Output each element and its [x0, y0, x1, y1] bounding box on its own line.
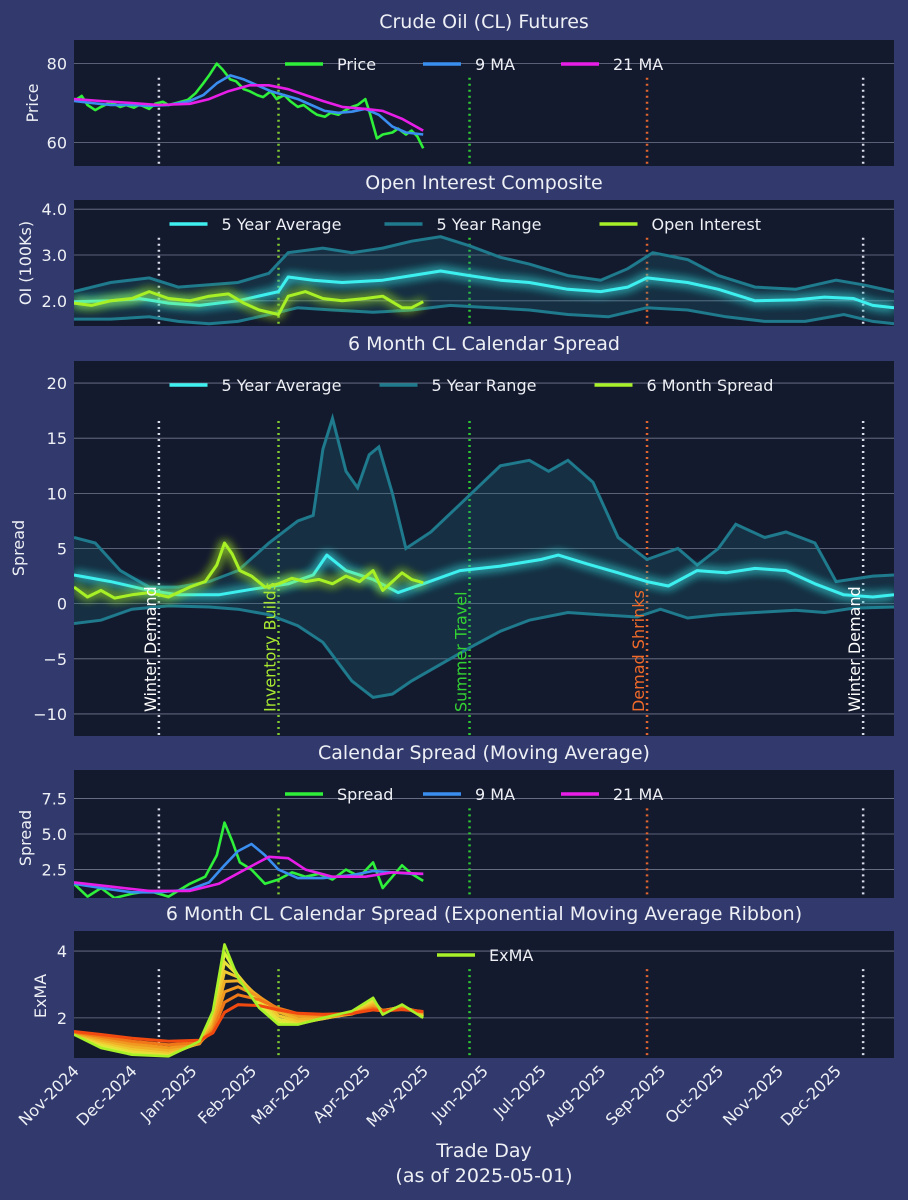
- y-tick-label: 0: [57, 595, 67, 614]
- x-axis-sublabel: (as of 2025-05-01): [395, 1165, 572, 1187]
- legend-label: 5 Year Average: [222, 215, 342, 234]
- panel-5-title: 6 Month CL Calendar Spread (Exponential …: [166, 903, 802, 925]
- legend-label: 9 MA: [475, 785, 515, 804]
- panel-4-ylabel: Spread: [16, 810, 35, 866]
- y-tick-label: −10: [33, 705, 67, 724]
- panel-4: 2.5 5.0 7.5 Spread 9 MA 21 MA: [42, 770, 894, 898]
- range-band-lower: [74, 303, 894, 326]
- y-tick-label: 5: [57, 540, 67, 559]
- legend-label: 9 MA: [475, 55, 515, 74]
- panel-plot-area: [74, 235, 894, 326]
- panel-3-title: 6 Month CL Calendar Spread: [348, 333, 620, 355]
- y-tick-label: 80: [47, 55, 67, 74]
- series-line: [74, 269, 894, 310]
- seasonal-marker-label: Winter Demand: [141, 586, 160, 712]
- series-line: [74, 855, 424, 893]
- range-band-upper: [74, 235, 894, 294]
- y-tick-label: 15: [47, 429, 67, 448]
- panel-4-title: Calendar Spread (Moving Average): [318, 742, 650, 764]
- panel-3: −10 −5 0 5 10 15 20 Winter Demand Inventory Buil…: [33, 361, 894, 736]
- y-tick-label: 3.0: [42, 246, 67, 265]
- panel-3-ylabel: Spread: [9, 520, 28, 576]
- series-line: [74, 84, 424, 132]
- y-tick-label: 20: [47, 374, 67, 393]
- range-band-fill: [74, 418, 894, 698]
- series-line: [74, 541, 424, 600]
- legend-label: 21 MA: [613, 785, 663, 804]
- seasonal-marker-label: Demad Shrinks: [629, 590, 648, 712]
- panel-1: 60 80 Price 9 MA 21 MA: [47, 40, 894, 166]
- y-tick-label: 60: [47, 133, 67, 152]
- series-line: [74, 290, 424, 316]
- legend-label: 5 Year Range: [432, 376, 537, 395]
- range-band-lower: [74, 604, 894, 699]
- panel-1-title: Crude Oil (CL) Futures: [379, 11, 589, 33]
- panel-background: [74, 931, 894, 1058]
- panel-2-ylabel: OI (100Ks): [16, 221, 35, 305]
- y-tick-label: 4: [57, 942, 67, 961]
- series-line: [74, 553, 894, 599]
- legend-label: Price: [337, 55, 376, 74]
- series-line: [74, 62, 425, 149]
- panel-5: 2 4 ExMA: [57, 931, 894, 1058]
- panel-plot-area: [74, 943, 865, 1058]
- y-tick-label: 5.0: [42, 825, 67, 844]
- seasonal-marker-label: Summer Travel: [452, 591, 471, 712]
- legend-label: 5 Year Average: [222, 376, 342, 395]
- panel-background: [74, 40, 894, 166]
- range-band-fill: [74, 236, 894, 324]
- y-tick-label: 4.0: [42, 200, 67, 219]
- legend-label: Open Interest: [652, 215, 761, 234]
- legend-label: 5 Year Range: [437, 215, 542, 234]
- ema-ribbon-line: [74, 1003, 424, 1043]
- y-tick-label: 2.5: [42, 861, 67, 880]
- y-tick-label: 2.0: [42, 292, 67, 311]
- panel-1-ylabel: Price: [23, 83, 42, 122]
- panel-2: 2.0 3.0 4.0 5 Year Average 5 Year Range Open …: [42, 200, 894, 326]
- range-band-upper: [74, 412, 894, 589]
- seasonal-marker-label: Inventory Builds: [261, 582, 280, 712]
- series-line: [74, 943, 424, 1058]
- panel-2-title: Open Interest Composite: [365, 172, 602, 194]
- panel-plot-area: [74, 62, 865, 166]
- series-line: [74, 842, 424, 894]
- panel-5-ylabel: ExMA: [31, 974, 50, 1018]
- legend-label: Spread: [337, 785, 393, 804]
- y-tick-label: 7.5: [42, 789, 67, 808]
- x-axis-label: Trade Day: [435, 1140, 532, 1162]
- y-tick-label: −5: [43, 650, 67, 669]
- y-tick-label: 2: [57, 1009, 67, 1028]
- legend-label: 6 Month Spread: [647, 376, 774, 395]
- legend-label: 21 MA: [613, 55, 663, 74]
- panel-plot-area: [74, 412, 894, 736]
- chart-panels: 60 80 Price 9 MA 21 MA 2.0 3.0 4.0 5 Year Averag…: [33, 40, 894, 1058]
- legend-label: ExMA: [489, 946, 533, 965]
- y-tick-label: 10: [47, 484, 67, 503]
- seasonal-marker-label: Winter Demand: [845, 586, 864, 712]
- panel-plot-area: [74, 808, 865, 898]
